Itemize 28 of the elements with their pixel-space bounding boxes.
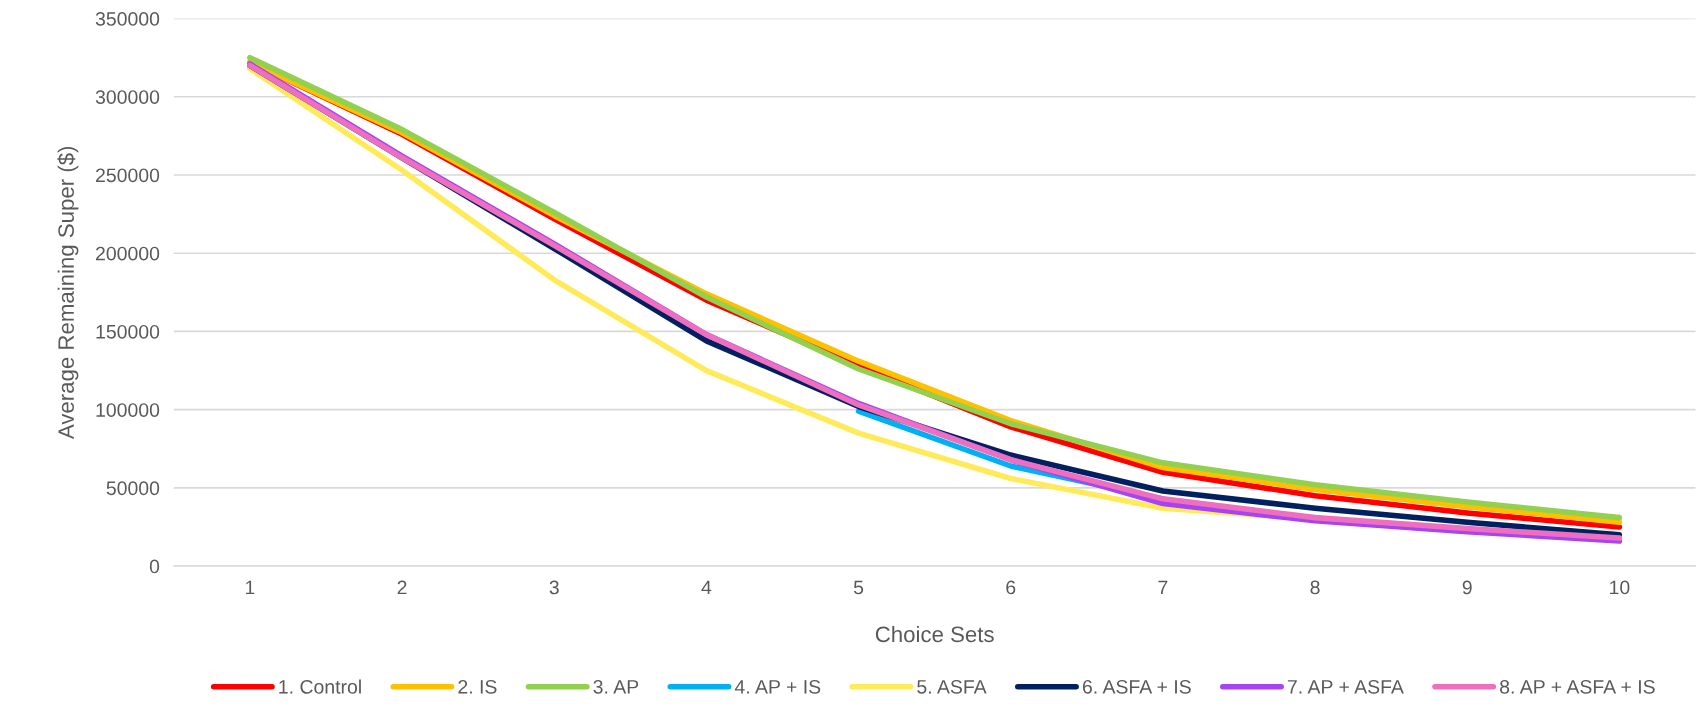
y-tick-label: 300000 — [95, 90, 160, 104]
legend-label: 2. IS — [458, 679, 497, 694]
legend-label: 6. ASFA + IS — [1082, 679, 1191, 694]
legend-label: 5. ASFA — [917, 679, 987, 694]
x-tick-label: 8 — [1310, 580, 1320, 595]
legend-label: 8. AP + ASFA + IS — [1500, 679, 1655, 694]
x-tick-label: 10 — [1610, 580, 1630, 595]
x-tick-label: 3 — [549, 580, 559, 595]
x-axis-title: Choice Sets — [875, 625, 994, 643]
y-tick-label: 100000 — [96, 403, 160, 417]
x-tick-label: 9 — [1462, 580, 1472, 595]
y-tick-label: 150000 — [96, 324, 160, 339]
y-tick-label: 350000 — [95, 12, 160, 26]
legend-label: 4. AP + IS — [734, 679, 821, 694]
y-tick-label: 50000 — [106, 481, 160, 496]
x-tick-label: 2 — [397, 580, 407, 595]
x-tick-label: 6 — [1006, 580, 1016, 595]
legend-label: 7. AP + ASFA — [1287, 679, 1404, 694]
y-tick-label: 250000 — [96, 168, 160, 183]
y-tick-label: 0 — [149, 559, 160, 574]
legend-label: 1. Control — [279, 679, 361, 694]
x-tick-label: 7 — [1158, 580, 1168, 595]
x-tick-label: 1 — [245, 580, 255, 595]
legend-label: 3. AP — [593, 679, 639, 694]
y-axis-title: Average Remaining Super ($) — [57, 146, 79, 440]
x-tick-label: 4 — [701, 580, 712, 595]
y-tick-label: 200000 — [96, 246, 160, 261]
x-tick-label: 5 — [853, 580, 864, 595]
